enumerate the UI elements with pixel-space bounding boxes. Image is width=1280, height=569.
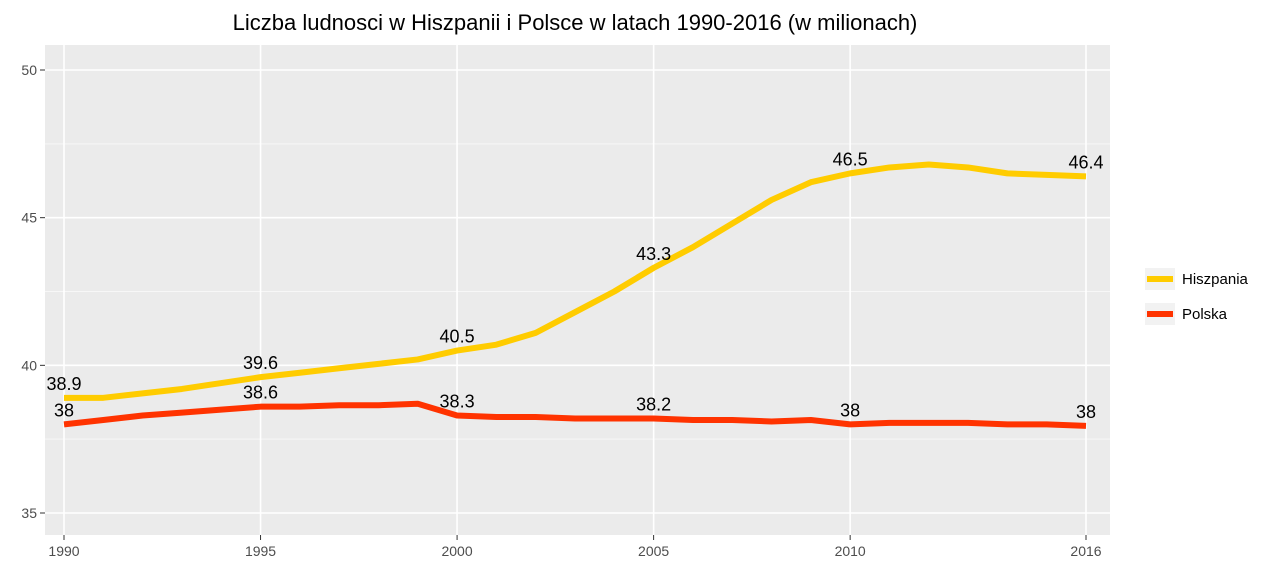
- y-tick-label: 35: [21, 505, 37, 521]
- y-tick-label: 45: [21, 210, 37, 226]
- x-axis: 1990 1995 2000 2005 2010 2016: [48, 535, 1102, 559]
- x-tick-label: 2000: [441, 543, 472, 559]
- x-tick-label: 1995: [245, 543, 276, 559]
- legend-label: Polska: [1182, 306, 1228, 323]
- x-tick-label: 2016: [1070, 543, 1101, 559]
- data-label: 38: [54, 400, 74, 420]
- y-tick-label: 50: [21, 62, 37, 78]
- data-label: 46.4: [1068, 152, 1103, 172]
- y-axis: 35 40 45 50: [21, 62, 45, 521]
- data-label: 39.6: [243, 353, 278, 373]
- data-label: 38: [840, 400, 860, 420]
- plot-panel: [45, 45, 1110, 535]
- legend: Hiszpania Polska: [1140, 262, 1270, 332]
- data-label: 38.6: [243, 383, 278, 403]
- data-label: 40.5: [440, 327, 475, 347]
- series-line-hiszpania: [64, 161, 1087, 401]
- data-labels: 38.9 39.6 40.5 43.3 46.5 46.4 38 38.6 38.3 38.2 38…: [46, 149, 1103, 422]
- chart-title: Liczba ludnosci w Hiszpanii i Polsce w l…: [233, 10, 918, 35]
- x-tick-label: 1990: [48, 543, 79, 559]
- data-label: 38.9: [46, 374, 81, 394]
- data-label: 46.5: [833, 149, 868, 169]
- y-tick-label: 40: [21, 357, 37, 373]
- x-tick-label: 2005: [638, 543, 669, 559]
- data-label: 38.3: [440, 392, 475, 412]
- series-lines: [63, 161, 1087, 429]
- data-label: 38: [1076, 402, 1096, 422]
- legend-label: Hiszpania: [1182, 271, 1249, 288]
- data-label: 38.2: [636, 394, 671, 414]
- x-tick-label: 2010: [835, 543, 866, 559]
- data-label: 43.3: [636, 244, 671, 264]
- series-line-polska: [63, 400, 1087, 429]
- gridlines: [45, 45, 1110, 535]
